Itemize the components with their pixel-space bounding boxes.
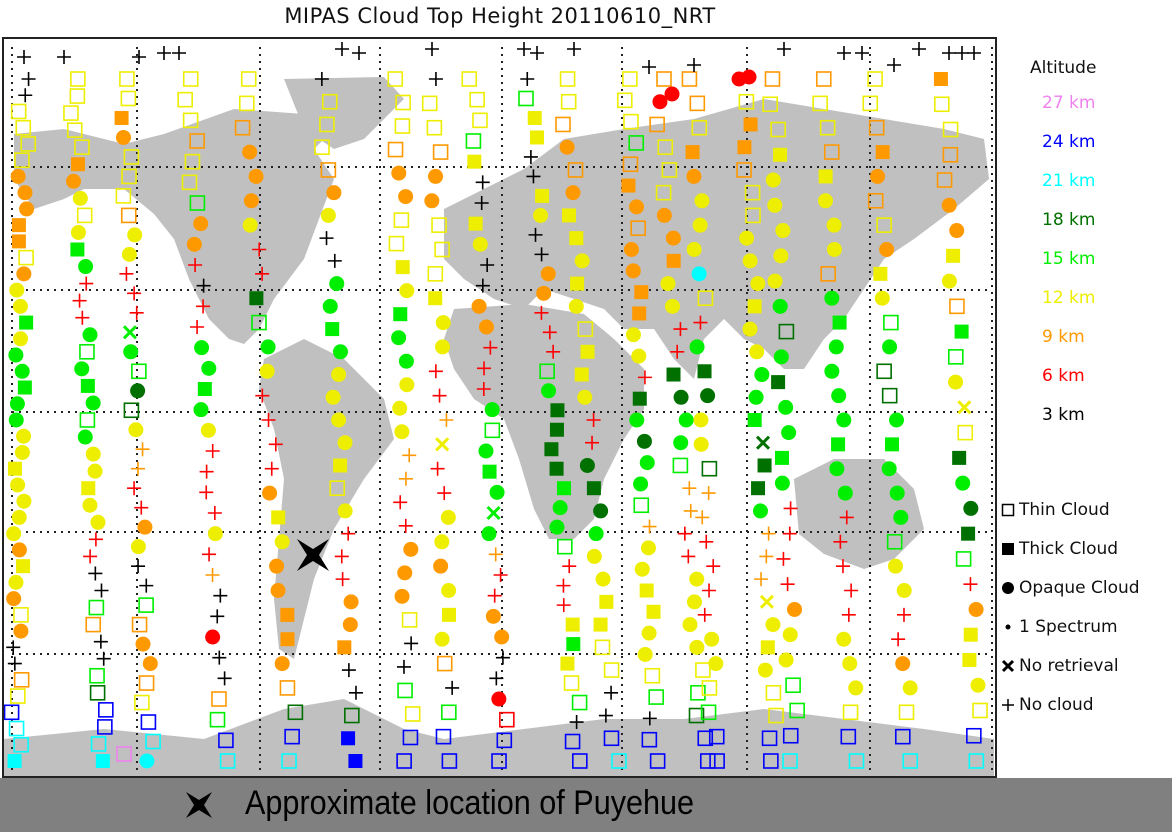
altitude-legend-item: 9 km [1042, 327, 1085, 347]
altitude-legend-item: 15 km [1042, 249, 1096, 269]
world-map-plot [2, 37, 997, 778]
cloud-type-label: Thin Cloud [1019, 499, 1110, 520]
cloud-type-legend-item: 1 Spectrum [1000, 607, 1172, 646]
thick-cloud-icon [1000, 541, 1016, 557]
cloud-type-label: No retrieval [1019, 655, 1119, 676]
cloud-type-label: Thick Cloud [1019, 538, 1119, 559]
cloud-type-legend-item: Thin Cloud [1000, 490, 1172, 529]
map-canvas [4, 42, 994, 776]
altitude-legend: Altitude 27 km 24 km 21 km 18 km 15 km 12 km 9… [1010, 58, 1170, 435]
cloud-type-label: No cloud [1019, 694, 1094, 715]
lat-lon-grid [11, 47, 993, 774]
cloud-observations [4, 42, 988, 769]
chart-title: MIPAS Cloud Top Height 20110610_NRT [284, 4, 716, 28]
altitude-legend-item: 12 km [1042, 288, 1096, 308]
land-masses [4, 77, 994, 776]
puyehue-marker [297, 539, 329, 571]
thin-cloud-icon [1000, 502, 1016, 518]
cloud-type-legend: Thin Cloud Thick Cloud Opaque Cloud 1 Spect… [1000, 490, 1172, 724]
footer-bar: Approximate location of Puyehue [0, 778, 1172, 832]
altitude-legend-item: 21 km [1042, 171, 1096, 191]
single-spectrum-icon [1000, 619, 1016, 635]
altitude-legend-title: Altitude [1030, 58, 1097, 78]
altitude-legend-item: 6 km [1042, 366, 1085, 386]
cloud-type-legend-item: Thick Cloud [1000, 529, 1172, 568]
altitude-legend-item: 18 km [1042, 210, 1096, 230]
altitude-legend-item: 24 km [1042, 132, 1096, 152]
cloud-type-legend-item: No cloud [1000, 685, 1172, 724]
altitude-legend-item: 3 km [1042, 405, 1085, 425]
no-cloud-icon [1000, 697, 1016, 713]
cloud-type-legend-item: No retrieval [1000, 646, 1172, 685]
puyehue-x-icon [186, 792, 212, 818]
cloud-type-label: 1 Spectrum [1019, 616, 1118, 637]
opaque-cloud-icon [1000, 580, 1016, 596]
cloud-type-legend-item: Opaque Cloud [1000, 568, 1172, 607]
cloud-type-label: Opaque Cloud [1019, 577, 1140, 598]
footer-caption: Approximate location of Puyehue [245, 784, 695, 822]
no-retrieval-icon [1000, 658, 1016, 674]
altitude-legend-item: 27 km [1042, 93, 1096, 113]
